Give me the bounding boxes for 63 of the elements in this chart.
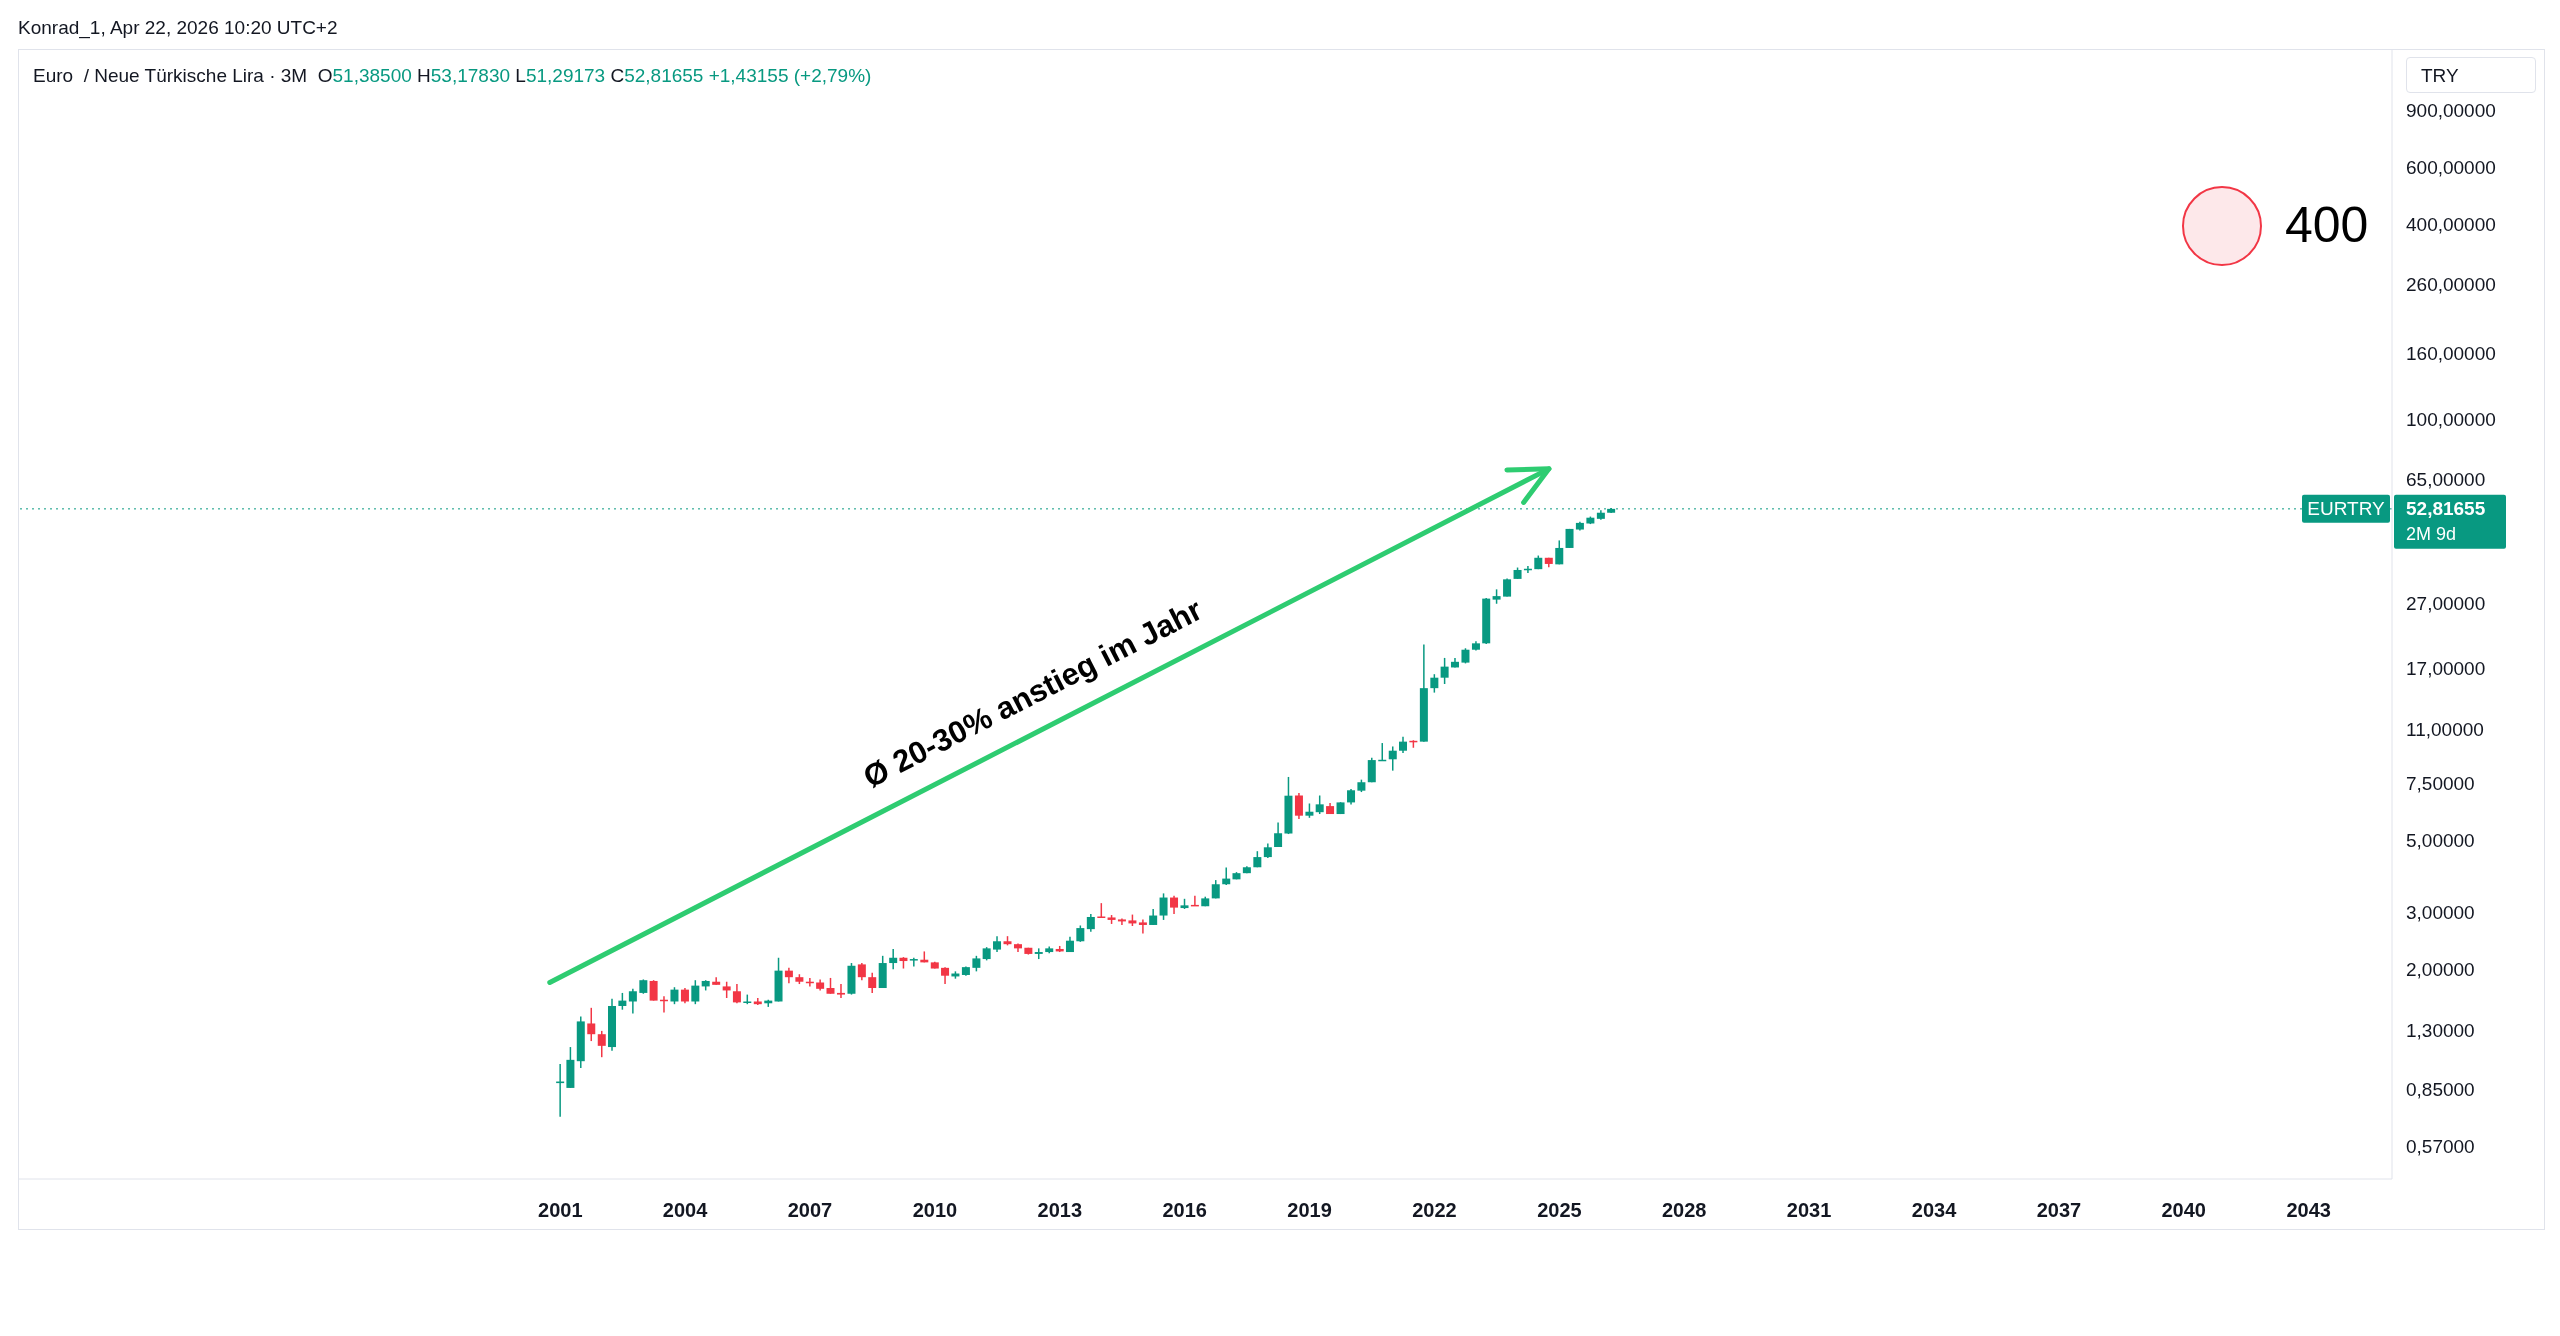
y-tick-label: 65,00000	[2406, 469, 2486, 491]
text: Konrad_1, Apr 22, 2026 10:20 UTC+2	[18, 17, 338, 39]
y-tick-label: 0,57000	[2406, 1135, 2475, 1157]
candlestick	[1170, 895, 1179, 915]
x-tick-label: 2025	[1537, 1199, 1582, 1222]
x-tick-label: 2031	[1786, 1199, 1832, 1222]
x-tick-label: 2010	[912, 1199, 958, 1222]
x-tick-label: 2007	[787, 1199, 833, 1222]
candlestick	[909, 957, 918, 968]
y-tick-label: 11,00000	[2406, 719, 2484, 741]
x-tick-label: 2001	[538, 1199, 583, 1222]
y-tick-label: 1,30000	[2406, 1019, 2475, 1041]
text: 52,81655	[2406, 497, 2486, 519]
y-tick-label: 160,00000	[2406, 342, 2496, 364]
x-tick-label: 2004	[662, 1199, 709, 1222]
y-tick-label: 2,00000	[2406, 958, 2475, 980]
candlestick	[587, 1007, 596, 1042]
annotation: 400	[2285, 196, 2369, 255]
x-tick-label: 2040	[2161, 1199, 2207, 1222]
candlestick	[649, 979, 658, 1002]
x-tick-label: 2037	[2036, 1199, 2082, 1222]
y-axis-title: TRY	[2406, 57, 2536, 93]
candlestick	[1138, 918, 1147, 935]
x-tick-label: 2019	[1287, 1199, 1332, 1222]
y-tick-label: 7,50000	[2406, 773, 2475, 795]
x-tick-label: 2022	[1412, 1199, 1457, 1222]
candlestick	[1367, 756, 1376, 783]
candlestick	[1440, 657, 1449, 685]
y-tick-label: 900,00000	[2406, 99, 2496, 121]
candlestick	[712, 976, 721, 986]
y-tick-label: 600,00000	[2406, 156, 2496, 178]
candlestick	[1430, 673, 1439, 694]
candlestick	[1503, 577, 1512, 598]
y-tick-label: 3,00000	[2406, 901, 2475, 923]
candlestick	[868, 972, 877, 994]
candlestick	[1315, 794, 1324, 815]
candlestick	[628, 988, 637, 1015]
candlestick	[597, 1030, 606, 1058]
y-tick-label: 260,00000	[2406, 274, 2496, 296]
y-tick-label: 17,00000	[2406, 658, 2486, 680]
candlestick	[1117, 917, 1126, 926]
candlestick	[1159, 892, 1168, 921]
candlestick	[1388, 745, 1397, 772]
y-tick-label: 100,00000	[2406, 408, 2496, 430]
ref-line-label: EURTRY	[2307, 497, 2386, 519]
y-tick-label: 5,00000	[2406, 830, 2475, 852]
candlestick	[889, 948, 898, 970]
text: Euro / Neue Türkische Lira · 3M	[33, 65, 308, 86]
candlestick	[732, 983, 741, 1005]
x-tick-label: 2016	[1162, 1199, 1207, 1222]
candlestick	[691, 979, 700, 1005]
candlestick	[1294, 792, 1303, 820]
candlestick	[1274, 821, 1283, 848]
x-tick-label: 2028	[1661, 1199, 1707, 1222]
x-tick-label: 2013	[1037, 1199, 1083, 1222]
x-tick-label: 2034	[1911, 1199, 1958, 1222]
text: O51,38500 H53,17830 L51,29173 C52,81655 +1,43155 (+2,79%)	[317, 65, 872, 86]
y-tick-label: 27,00000	[2406, 592, 2486, 614]
candlestick	[836, 983, 845, 999]
x-tick-label: 2043	[2286, 1199, 2331, 1222]
y-tick-label: 400,00000	[2406, 213, 2496, 235]
text: 2M 9d	[2406, 523, 2457, 544]
y-tick-label: 0,85000	[2406, 1079, 2475, 1101]
